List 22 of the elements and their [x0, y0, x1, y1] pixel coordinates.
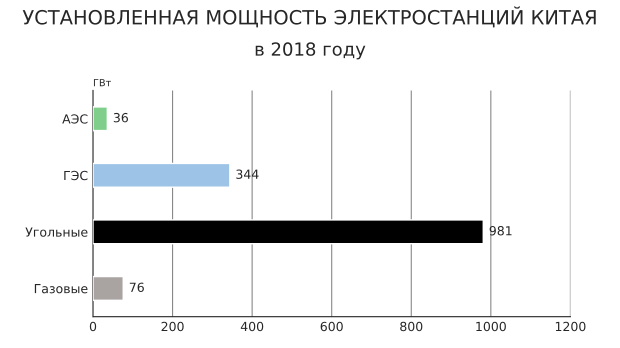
- bar: [93, 219, 484, 244]
- data-label: 344: [236, 169, 259, 179]
- y-tick-label: АЭС: [62, 114, 88, 124]
- bar: [93, 106, 108, 132]
- x-tick-label: 0: [90, 322, 96, 332]
- chart-subtitle: в 2018 году: [256, 42, 366, 60]
- bar: [93, 276, 124, 301]
- data-label: 981: [490, 226, 512, 236]
- y-tick-label: ГЭС: [64, 170, 88, 180]
- data-label: 36: [114, 112, 128, 122]
- data-label: 76: [130, 282, 144, 292]
- x-tick-label: 600: [320, 322, 343, 332]
- bar: [93, 162, 231, 188]
- x-tick-label: 1200: [556, 322, 586, 332]
- x-tick-label: 400: [240, 322, 264, 332]
- x-tick-label: 200: [162, 322, 184, 332]
- x-tick-label: 1000: [476, 322, 506, 332]
- x-tick-label: 800: [400, 322, 422, 332]
- text: ГВт: [94, 79, 111, 86]
- y-tick-label: Газовые: [34, 284, 88, 294]
- y-tick-label: Угольные: [25, 227, 88, 237]
- chart-title: УСТАНОВЛЕННАЯ МОЩНОСТЬ ЭЛЕКТРОСТАНЦИЙ КИТАЯ: [22, 6, 596, 28]
